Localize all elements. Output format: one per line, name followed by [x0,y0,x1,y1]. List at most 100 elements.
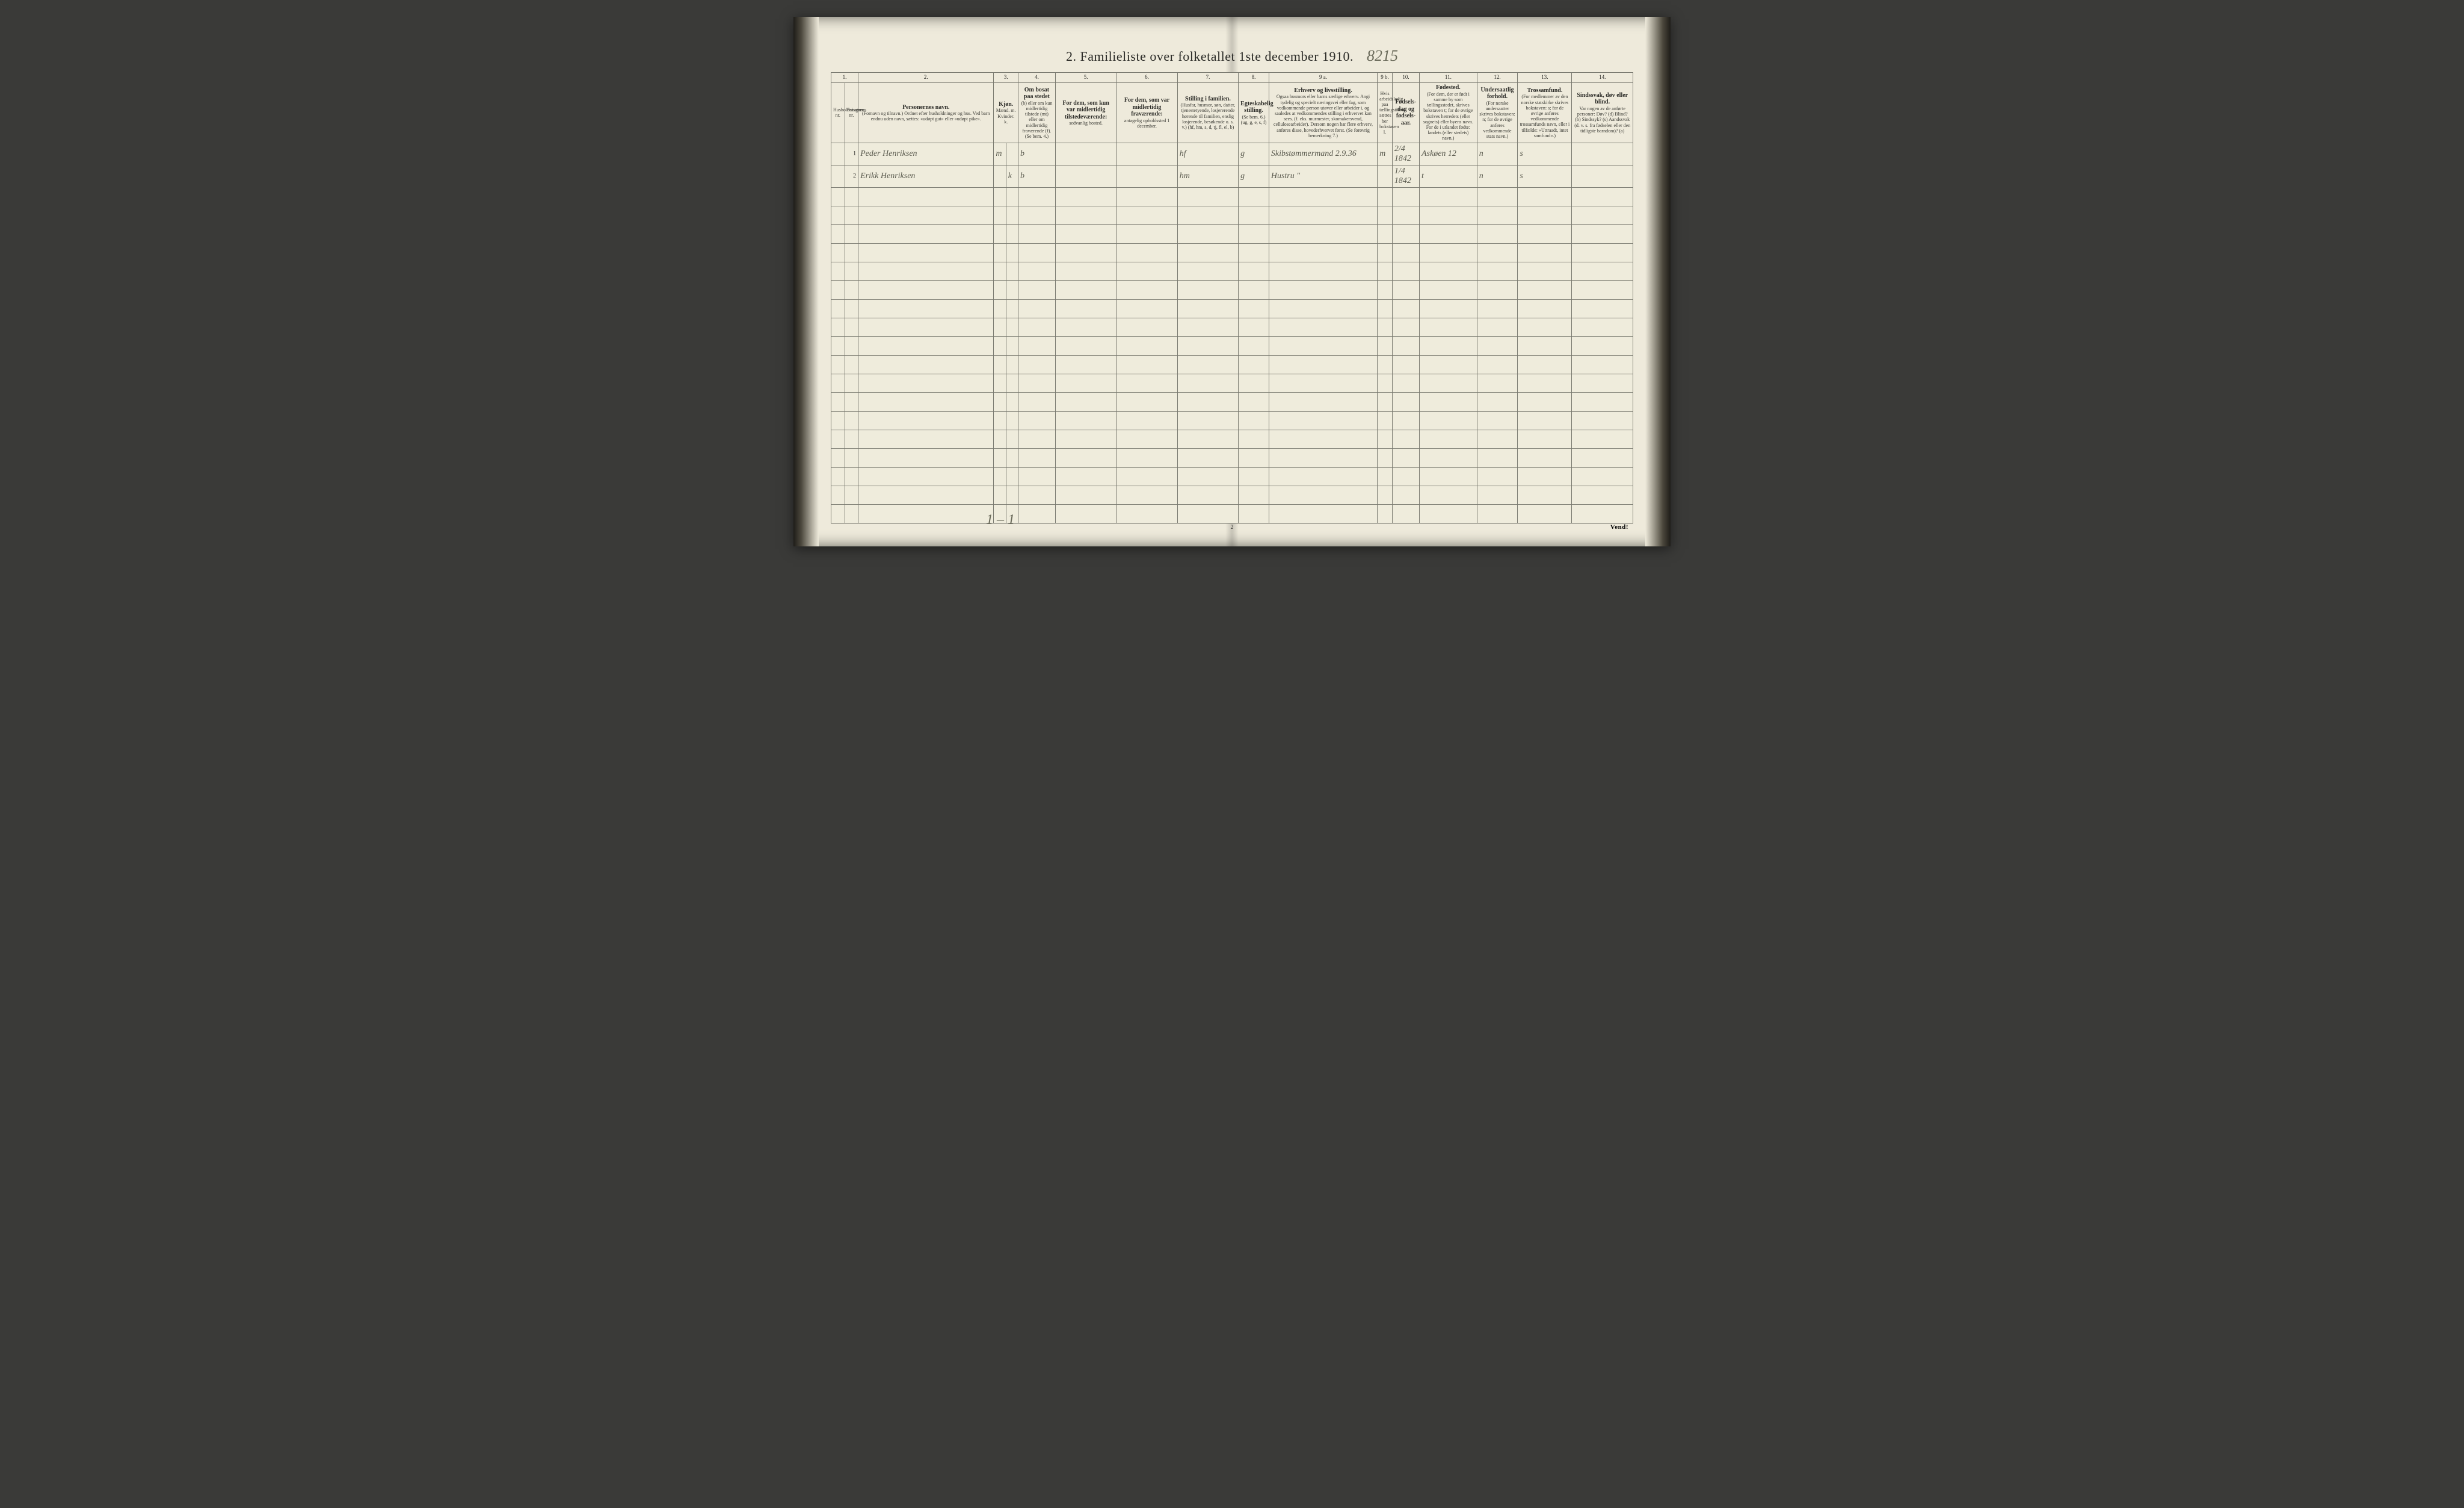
cell-empty [1269,243,1377,262]
cell-empty [1392,187,1419,206]
cell-empty [1477,448,1518,467]
cell-empty [1116,318,1177,336]
cell-empty [1518,504,1572,523]
cell-empty [1378,430,1393,448]
h-occ: Erhverv og livsstilling.Ogsaa husmors el… [1269,83,1377,143]
cell-empty [1392,336,1419,355]
cell-mar: g [1239,143,1269,165]
cell-empty [1572,504,1633,523]
cell-empty [1018,243,1055,262]
cell-empty [1572,467,1633,486]
h-place: Fødested.(For dem, der er født i samme b… [1419,83,1477,143]
cell-empty [1269,187,1377,206]
cell-empty [1018,486,1055,504]
cell-empty [1572,262,1633,280]
cell-empty [1239,374,1269,392]
col-2: 2. [858,73,994,83]
cell-empty [1572,392,1633,411]
cell-empty [858,262,994,280]
cell-empty [1518,467,1572,486]
h-sex: Kjøn.Mænd. m. Kvinder. k. [994,83,1018,143]
cell-sex2: k [1006,165,1018,187]
cell-empty [1006,411,1018,430]
h-frav: For dem, som var midlertidig fraværende:… [1116,83,1177,143]
cell-empty [994,243,1006,262]
cell-persnr: 14 [845,392,858,411]
cell-empty [1239,467,1269,486]
h-pers-nr: Personens nr. [845,83,858,143]
cell-empty [1006,355,1018,374]
cell-empty [858,187,994,206]
col-14: 14. [1572,73,1633,83]
cell-empty [1018,430,1055,448]
cell-persnr: 18 [845,467,858,486]
h-nat: Undersaatlig forhold.(For norske undersa… [1477,83,1518,143]
cell-empty [1018,187,1055,206]
cell-empty [1055,243,1116,262]
cell-empty [1392,243,1419,262]
cell-empty [858,224,994,243]
cell-name: Erikk Henriksen [858,165,994,187]
cell-empty [1055,187,1116,206]
h-hush-nr: Husholdningens nr. [831,83,845,143]
col-8: 8. [1239,73,1269,83]
cell-empty [1239,486,1269,504]
cell-hush [831,374,845,392]
cell-persnr: 13 [845,374,858,392]
table-row: 10 [831,318,1633,336]
cell-empty [1392,411,1419,430]
cell-empty [1419,504,1477,523]
cell-empty [1572,187,1633,206]
cell-empty [1018,206,1055,224]
page-title: 2. Familieliste over folketallet 1ste de… [793,47,1671,65]
cell-birth: 1/4 1842 [1392,165,1419,187]
cell-empty [1177,262,1238,280]
cell-empty [1239,224,1269,243]
cell-empty [1269,262,1377,280]
cell-empty [1572,374,1633,392]
cell-empty [1055,355,1116,374]
cell-empty [1269,299,1377,318]
cell-place: t [1419,165,1477,187]
cell-empty [1419,187,1477,206]
cell-empty [994,299,1006,318]
table-body: 1 Peder Henriksen m b hf g Skibstømmerma… [831,143,1633,523]
cell-empty [858,374,994,392]
cell-empty [1518,355,1572,374]
cell-persnr: 7 [845,262,858,280]
cell-sex: m [994,143,1006,165]
cell-empty [1055,486,1116,504]
cell-empty [994,374,1006,392]
cell-empty [858,206,994,224]
cell-empty [1055,299,1116,318]
cell-persnr: 15 [845,411,858,430]
cell-empty [1018,299,1055,318]
cell-persnr: 19 [845,486,858,504]
cell-empty [1006,336,1018,355]
cell-hush [831,448,845,467]
cell-empty [1055,430,1116,448]
cell-empty [1239,243,1269,262]
cell-empty [1477,430,1518,448]
cell-empty [1055,206,1116,224]
cell-empty [1269,224,1377,243]
cell-empty [1572,448,1633,467]
h-rel: Trossamfund.(For medlemmer av den norske… [1518,83,1572,143]
cell-empty [1378,206,1393,224]
cell-empty [994,448,1006,467]
col-9b: 9 b. [1378,73,1393,83]
cell-fam: hf [1177,143,1238,165]
cell-place: Askøen 12 [1419,143,1477,165]
cell-empty [1116,448,1177,467]
cell-empty [1116,206,1177,224]
cell-empty [1378,336,1393,355]
cell-empty [1378,411,1393,430]
cell-empty [1006,374,1018,392]
foot-page-number: 2 [1231,524,1234,531]
cell-empty [1116,430,1177,448]
cell-hush [831,504,845,523]
cell-empty [858,280,994,299]
cell-empty [1116,187,1177,206]
cell-empty [1572,299,1633,318]
cell-empty [1018,374,1055,392]
